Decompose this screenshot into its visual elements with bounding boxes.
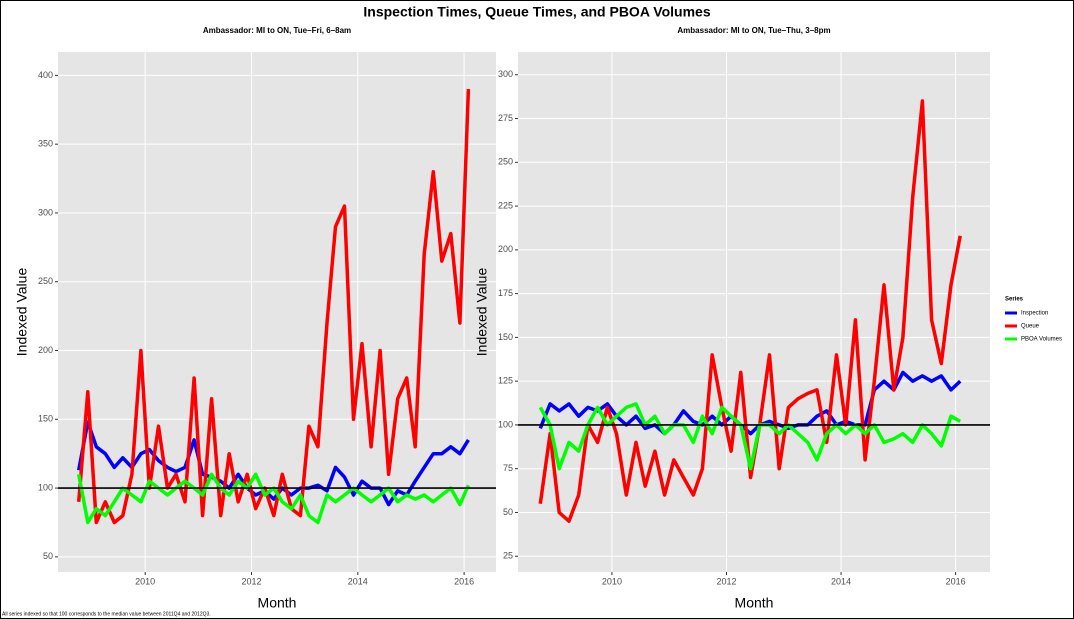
- panel-title: Ambassador: MI to ON, Tue–Fri, 6–8am: [203, 26, 351, 35]
- plot-background: [518, 52, 990, 572]
- x-tick-label: 2010: [602, 576, 622, 586]
- x-tick-label: 2016: [946, 576, 966, 586]
- y-tick-label: 200: [38, 345, 53, 355]
- series-line: [76, 89, 471, 525]
- y-tick-label: 250: [38, 276, 53, 286]
- panel-title: Ambassador: MI to ON, Tue–Thu, 3–8pm: [677, 26, 830, 35]
- legend-label: Inspection: [1021, 311, 1048, 317]
- y-tick-label: 25: [503, 551, 513, 561]
- y-tick-label: 300: [38, 207, 53, 217]
- y-tick-label: 50: [43, 551, 53, 561]
- x-tick-label: 2016: [454, 576, 474, 586]
- footnote: All series indexed so that 100 correspon…: [2, 611, 211, 617]
- x-tick-label: 2012: [241, 576, 261, 586]
- legend-label: PBOA Volumes: [1021, 337, 1062, 343]
- series-line: [538, 99, 962, 523]
- y-tick-label: 275: [498, 113, 513, 123]
- y-axis-label: Indexed Value: [14, 268, 30, 357]
- x-tick-label: 2012: [716, 576, 736, 586]
- y-tick-label: 150: [38, 414, 53, 424]
- y-tick-label: 300: [498, 69, 513, 79]
- x-tick-label: 2014: [831, 576, 851, 586]
- y-tick-label: 150: [498, 332, 513, 342]
- y-tick-label: 75: [503, 463, 513, 473]
- y-tick-label: 175: [498, 288, 513, 298]
- series-line: [76, 420, 470, 507]
- y-tick-label: 200: [498, 244, 513, 254]
- legend-label: Queue: [1021, 324, 1040, 330]
- x-axis-label: Month: [258, 595, 297, 611]
- y-tick-label: 100: [38, 482, 53, 492]
- y-tick-label: 125: [498, 376, 513, 386]
- x-tick-label: 2010: [135, 576, 155, 586]
- y-tick-label: 250: [498, 157, 513, 167]
- y-tick-label: 400: [38, 70, 53, 80]
- y-tick-label: 225: [498, 200, 513, 210]
- x-tick-label: 2014: [348, 576, 368, 586]
- y-tick-label: 50: [503, 507, 513, 517]
- legend-title: Series: [1005, 297, 1024, 303]
- series-line: [538, 370, 962, 436]
- x-axis-label: Month: [735, 595, 774, 611]
- page-title: Inspection Times, Queue Times, and PBOA …: [363, 4, 710, 20]
- series-line: [538, 402, 962, 471]
- y-tick-label: 350: [38, 139, 53, 149]
- y-axis-label: Indexed Value: [474, 268, 490, 357]
- y-tick-label: 100: [498, 419, 513, 429]
